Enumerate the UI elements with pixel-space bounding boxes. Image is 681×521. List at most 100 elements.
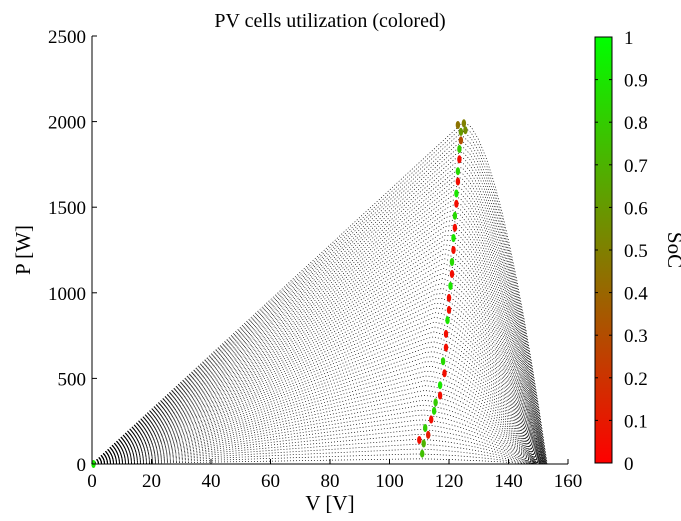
pv-curve [92,366,537,464]
pv-curve [92,375,537,464]
pv-curve [92,258,542,464]
operating-point [420,449,425,458]
x-tick-label: 40 [202,471,221,492]
x-axis-label: V [V] [305,491,354,515]
pv-curve [92,156,547,464]
colorbar-tick-label: 1 [624,28,634,49]
operating-point [429,415,434,424]
pv-curve [92,176,546,464]
operating-point [458,127,464,136]
y-tick-label: 1000 [48,284,86,305]
x-tick-label: 120 [435,471,464,492]
pv-curve [92,121,548,464]
operating-point [454,199,459,208]
soc-operating-points [91,119,468,468]
pv-curve [92,219,544,464]
pv-curve [92,395,536,464]
operating-point [452,211,458,220]
operating-point [446,305,452,314]
y-tick-label: 2000 [48,113,86,134]
colorbar-ticks: 0 0.1 0.2 0.3 0.4 0.5 0.6 0.7 0.8 0.9 1 [595,28,648,475]
pv-curve [92,298,540,464]
y-axis-ticks: 0 500 1000 1500 2000 2500 [48,27,97,476]
operating-point [448,282,453,290]
operating-point [455,167,461,176]
operating-point [431,406,437,415]
pv-curve [92,141,547,464]
colorbar-tick-label: 0 [624,454,634,475]
operating-point [442,369,447,378]
operating-point [449,258,455,266]
operating-point [454,189,459,198]
pv-curve [92,424,534,464]
pv-curve [92,189,545,464]
pv-curve [92,225,543,464]
colorbar-tick-label: 0.6 [624,198,648,219]
pv-curve [92,458,533,464]
pv-curve [92,302,540,464]
y-tick-label: 500 [58,369,87,390]
operating-point [440,357,446,366]
pv-curve [92,194,545,464]
operating-point [421,439,426,448]
pv-curve [92,244,543,464]
operating-point [417,436,422,444]
operating-point [461,119,467,128]
operating-point [443,329,449,338]
pv-curve [92,263,542,464]
pv-curve [92,326,539,464]
operating-point [449,270,455,278]
operating-point [455,121,461,129]
colorbar-tick-label: 0.1 [624,411,648,432]
colorbar-tick-label: 0.8 [624,113,648,134]
pv-curve [92,293,540,464]
x-tick-label: 60 [261,471,280,492]
pv-curve [92,199,545,464]
pv-curve [92,230,543,464]
operating-point [445,316,450,325]
pv-curve [92,312,540,464]
pv-curve [92,214,544,464]
operating-point [423,424,428,432]
pv-curve [92,429,534,464]
colorbar-tick-label: 0.2 [624,369,648,390]
operating-point [452,223,458,232]
x-tick-label: 80 [321,471,340,492]
pv-curve [92,146,547,464]
pv-curve [92,126,548,464]
operating-point [443,343,449,352]
operating-point [457,155,462,164]
pv-curve [92,390,536,464]
colorbar-tick-label: 0.5 [624,241,648,262]
operating-point [426,430,431,439]
pv-curve [92,151,547,464]
colorbar-tick-label: 0.7 [624,156,648,177]
pv-curve [92,268,542,464]
y-tick-label: 0 [77,455,87,476]
pv-curve [92,341,538,464]
pv-curve [92,204,544,464]
pv-curve [92,248,542,464]
pv-curve [92,346,538,464]
pv-curve [92,253,542,464]
pv-curve-family [92,121,548,464]
operating-point [437,381,443,390]
pv-curve [92,404,535,464]
pv-curve [92,434,534,464]
pv-curve [92,278,541,464]
x-tick-label: 0 [87,471,97,492]
y-axis-label: P [W] [11,225,35,275]
colorbar-tick-label: 0.4 [624,284,648,305]
x-tick-label: 160 [554,471,583,492]
pv-curve [92,336,539,464]
pv-curve [92,162,546,464]
pv-curve [92,209,544,464]
operating-point [463,126,468,135]
colorbar-label: SoC [663,232,681,268]
y-tick-label: 1500 [48,198,86,219]
pv-curve [92,283,541,464]
pv-curve [92,136,547,464]
pv-curve [92,180,545,464]
operating-point [433,398,438,407]
